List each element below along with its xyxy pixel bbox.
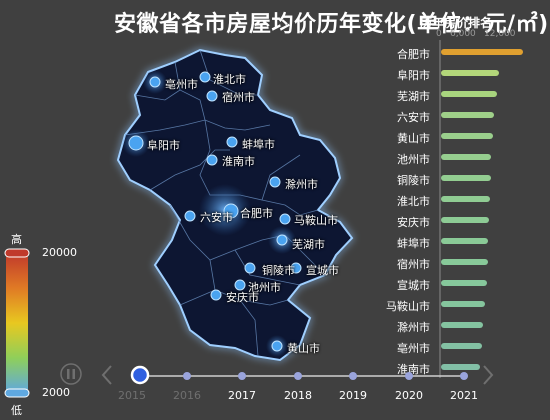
chevron-left-icon[interactable] xyxy=(101,365,112,385)
ranking-bar[interactable] xyxy=(441,112,494,118)
legend-max-value: 20000 xyxy=(42,246,77,259)
timeline-year[interactable]: 2019 xyxy=(339,389,367,402)
legend-gradient xyxy=(6,253,28,393)
ranking-label: 池州市 xyxy=(397,153,430,166)
map-label-huaibei[interactable]: 淮北市 xyxy=(213,73,246,86)
city-dot-luan[interactable] xyxy=(184,210,196,222)
ranking-bar[interactable] xyxy=(441,322,483,328)
city-dot-fuyang[interactable] xyxy=(128,135,144,151)
timeline-year[interactable]: 2018 xyxy=(284,389,312,402)
ranking-header: 历年房价排名 xyxy=(420,16,493,30)
ranking-label: 黄山市 xyxy=(397,132,430,145)
pause-bar-right xyxy=(72,369,75,379)
city-dot-anqing[interactable] xyxy=(210,289,222,301)
city-dot-huaibei[interactable] xyxy=(199,71,211,83)
ranking-bar[interactable] xyxy=(441,343,482,349)
map-label-xuancheng[interactable]: 宣城市 xyxy=(306,264,339,277)
city-dot-tongling[interactable] xyxy=(244,262,256,274)
map-label-bozhou[interactable]: 亳州市 xyxy=(165,78,198,91)
city-dot-wuhu[interactable] xyxy=(276,234,288,246)
map-label-wuhu[interactable]: 芜湖市 xyxy=(292,238,325,251)
ranking-label: 阜阳市 xyxy=(397,69,430,82)
city-dot-huainan[interactable] xyxy=(206,154,218,166)
city-dot-chuzhou[interactable] xyxy=(269,176,281,188)
legend-handle-low[interactable] xyxy=(4,388,30,398)
map-label-bengbu[interactable]: 蚌埠市 xyxy=(242,138,275,151)
legend-min-value: 2000 xyxy=(42,386,70,399)
ranking-label: 芜湖市 xyxy=(397,90,430,103)
map-label-chizhou[interactable]: 池州市 xyxy=(248,281,281,294)
timeline-year[interactable]: 2016 xyxy=(173,389,201,402)
timeline-dot[interactable] xyxy=(294,372,302,380)
ranking-bar[interactable] xyxy=(441,91,497,97)
timeline-year[interactable]: 2021 xyxy=(450,389,478,402)
timeline-dot[interactable] xyxy=(460,372,468,380)
map-label-fuyang[interactable]: 阜阳市 xyxy=(147,139,180,152)
timeline-year[interactable]: 2015 xyxy=(118,389,146,402)
ranking-bar[interactable] xyxy=(441,301,485,307)
ranking-bar[interactable] xyxy=(441,196,490,202)
city-dots xyxy=(128,71,302,352)
city-dot-hefei[interactable] xyxy=(223,203,239,219)
timeline-dot[interactable] xyxy=(349,372,357,380)
axis-tick-0: 0 xyxy=(436,29,442,39)
ranking-bar[interactable] xyxy=(441,238,488,244)
ranking-label: 亳州市 xyxy=(397,342,430,355)
ranking-bar[interactable] xyxy=(441,70,499,76)
pause-icon[interactable] xyxy=(60,363,82,385)
map-label-anqing[interactable]: 安庆市 xyxy=(226,291,259,304)
ranking-label: 六安市 xyxy=(397,111,430,124)
axis-tick-1: 6,000 xyxy=(450,29,476,39)
pause-bar-left xyxy=(67,369,70,379)
ranking-label: 滁州市 xyxy=(397,321,430,334)
city-dot-bozhou[interactable] xyxy=(149,76,161,88)
ranking-bar[interactable] xyxy=(441,175,491,181)
city-dot-chizhou[interactable] xyxy=(234,279,246,291)
city-dot-huangshan[interactable] xyxy=(271,340,283,352)
map-label-maanshan[interactable]: 马鞍山市 xyxy=(294,214,338,227)
timeline-current-marker[interactable] xyxy=(130,365,150,385)
ranking-label: 淮北市 xyxy=(397,195,430,208)
city-boundaries xyxy=(124,49,326,357)
timeline-dot[interactable] xyxy=(405,372,413,380)
ranking-label: 合肥市 xyxy=(397,48,430,61)
chevron-right-icon[interactable] xyxy=(483,365,494,385)
map-label-huangshan[interactable]: 黄山市 xyxy=(287,342,320,355)
axis-tick-2: 12,000 xyxy=(484,29,516,39)
ranking-bar[interactable] xyxy=(441,154,491,160)
ranking-bar[interactable] xyxy=(441,49,523,55)
timeline-dot[interactable] xyxy=(183,372,191,380)
page-title: 安徽省各市房屋均价历年变化(单位：元/㎡) xyxy=(114,12,549,37)
ranking-label: 铜陵市 xyxy=(397,174,430,187)
timeline-year[interactable]: 2017 xyxy=(228,389,256,402)
ranking-bar[interactable] xyxy=(441,280,487,286)
map-label-tongling[interactable]: 铜陵市 xyxy=(262,264,295,277)
timeline-dot[interactable] xyxy=(238,372,246,380)
map-label-chuzhou[interactable]: 滁州市 xyxy=(285,178,318,191)
ranking-label: 淮南市 xyxy=(397,363,430,376)
legend-handle-high[interactable] xyxy=(4,248,30,258)
ranking-label: 蚌埠市 xyxy=(397,237,430,250)
ranking-label: 马鞍山市 xyxy=(386,300,430,313)
ranking-bar[interactable] xyxy=(441,133,493,139)
map-label-luan[interactable]: 六安市 xyxy=(200,211,233,224)
map-label-suzhou[interactable]: 宿州市 xyxy=(222,91,255,104)
legend-low-label: 低 xyxy=(11,404,22,417)
ranking-label: 宣城市 xyxy=(397,279,430,292)
ranking-label: 宿州市 xyxy=(397,258,430,271)
ranking-bar[interactable] xyxy=(441,217,489,223)
city-dot-xuancheng[interactable] xyxy=(290,262,302,274)
ranking-bar[interactable] xyxy=(441,364,480,370)
map-label-hefei[interactable]: 合肥市 xyxy=(240,207,273,220)
ranking-bar[interactable] xyxy=(441,259,488,265)
city-dot-suzhou[interactable] xyxy=(206,90,218,102)
ranking-label: 安庆市 xyxy=(397,216,430,229)
map-label-huainan[interactable]: 淮南市 xyxy=(222,155,255,168)
city-dot-bengbu[interactable] xyxy=(226,136,238,148)
city-dot-maanshan[interactable] xyxy=(279,213,291,225)
legend-high-label: 高 xyxy=(11,233,22,246)
timeline-year[interactable]: 2020 xyxy=(395,389,423,402)
